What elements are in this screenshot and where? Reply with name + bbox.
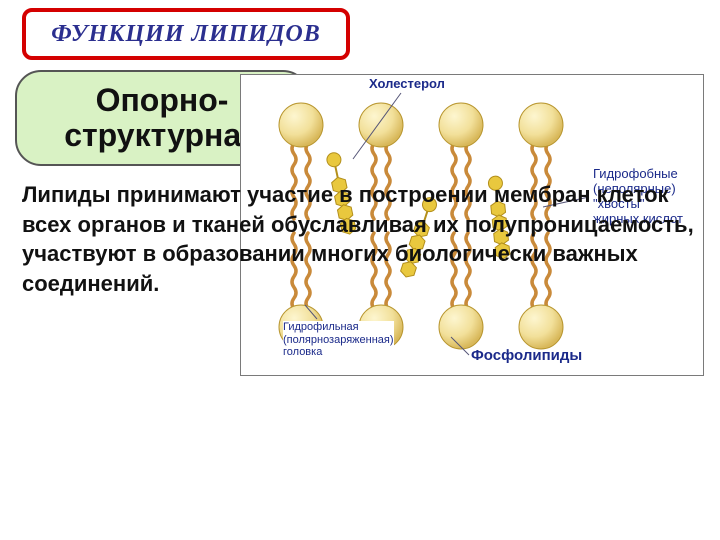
- label-cholesterol: Холестерол: [369, 77, 445, 92]
- label-head-l2: (полярнозаряженная): [283, 334, 394, 346]
- label-head-l1: Гидрофильная: [283, 321, 359, 333]
- label-head-l3: головка: [283, 346, 322, 358]
- label-tails-l1: Гидрофобные: [593, 166, 678, 181]
- title-box: ФУНКЦИИ ЛИПИДОВ: [22, 8, 350, 60]
- label-phospholipids: Фосфолипиды: [471, 347, 582, 364]
- subtitle-text: Опорно-структурная: [64, 83, 260, 153]
- body-text: Липиды принимают участие в построении ме…: [22, 180, 698, 299]
- label-head: Гидрофильная (полярнозаряженная) головка: [283, 321, 394, 359]
- title-text: ФУНКЦИИ ЛИПИДОВ: [51, 21, 320, 48]
